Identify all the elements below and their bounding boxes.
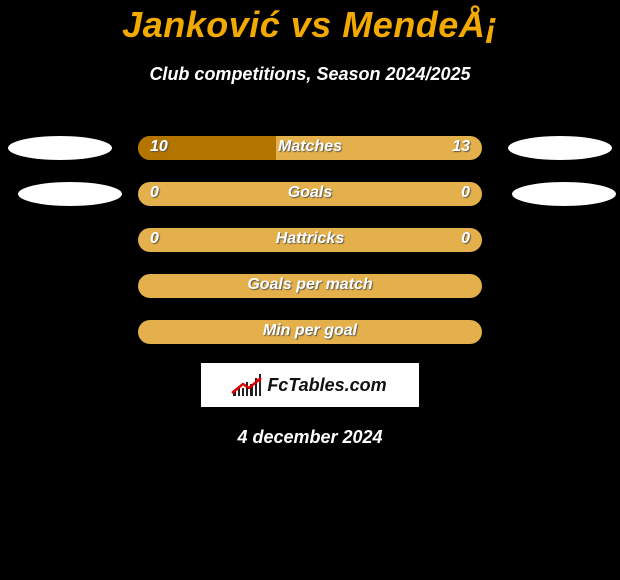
- stat-bar: 00Hattricks: [138, 228, 482, 252]
- stat-label: Goals per match: [138, 276, 482, 294]
- player-left-marker: [8, 136, 112, 160]
- player-left-marker: [18, 182, 122, 206]
- date-label: 4 december 2024: [0, 427, 620, 448]
- stat-bar: 00Goals: [138, 182, 482, 206]
- stat-bar: 1013Matches: [138, 136, 482, 160]
- player-right-marker: [508, 136, 612, 160]
- subtitle: Club competitions, Season 2024/2025: [0, 64, 620, 85]
- stat-row: 00Hattricks: [0, 217, 620, 263]
- page-title: Janković vs MendeÅ¡: [0, 4, 620, 46]
- logo-text: FcTables.com: [267, 375, 386, 396]
- logo-chart-icon: [233, 374, 261, 396]
- stat-bar: Goals per match: [138, 274, 482, 298]
- stat-row: 1013Matches: [0, 125, 620, 171]
- stat-label: Matches: [138, 138, 482, 156]
- stat-row: Min per goal: [0, 309, 620, 355]
- comparison-card: Janković vs MendeÅ¡ Club competitions, S…: [0, 0, 620, 448]
- logo-arrow-icon: [231, 376, 265, 394]
- stat-label: Goals: [138, 184, 482, 202]
- stat-row: 00Goals: [0, 171, 620, 217]
- stat-label: Hattricks: [138, 230, 482, 248]
- stat-label: Min per goal: [138, 322, 482, 340]
- player-right-marker: [512, 182, 616, 206]
- logo: FcTables.com: [233, 374, 386, 396]
- stat-row: Goals per match: [0, 263, 620, 309]
- logo-box: FcTables.com: [201, 363, 419, 407]
- stat-rows: 1013Matches 00Goals 00Hattricks Goals per m…: [0, 125, 620, 355]
- stat-bar: Min per goal: [138, 320, 482, 344]
